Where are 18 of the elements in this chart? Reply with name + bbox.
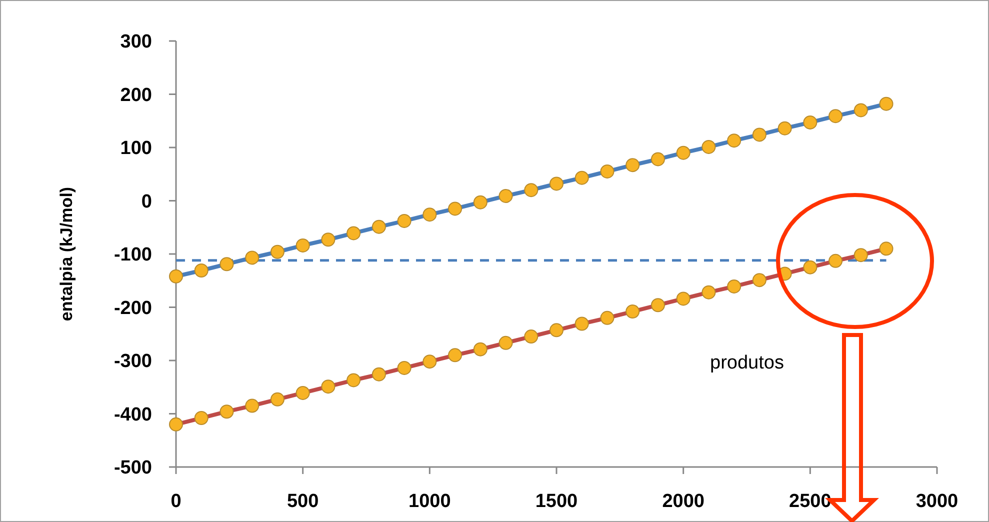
y-tick-label: 300 (120, 32, 152, 53)
y-tick-label: -500 (114, 458, 152, 479)
y-tick-label: 100 (120, 138, 152, 160)
annotation: produtos (710, 352, 784, 374)
x-tick-label: 2500 (789, 491, 832, 512)
y-tick-label: -400 (114, 404, 152, 426)
y-tick-label: -300 (114, 351, 152, 372)
x-tick-label: 500 (286, 491, 319, 512)
y-tick-label: -100 (114, 244, 152, 266)
x-tick-label: 0 (170, 491, 182, 512)
y-tick-label: 200 (120, 84, 152, 106)
x-tick-label: 1000 (408, 491, 451, 512)
y-axis-title: entalpia (kJ/mol) (57, 186, 76, 322)
y-tick-label: -200 (114, 298, 152, 319)
x-tick-label: 3000 (916, 491, 958, 512)
x-tick-label: 2000 (662, 491, 704, 512)
x-tick-label: 1500 (535, 491, 578, 512)
y-tick-label: 0 (141, 191, 152, 212)
